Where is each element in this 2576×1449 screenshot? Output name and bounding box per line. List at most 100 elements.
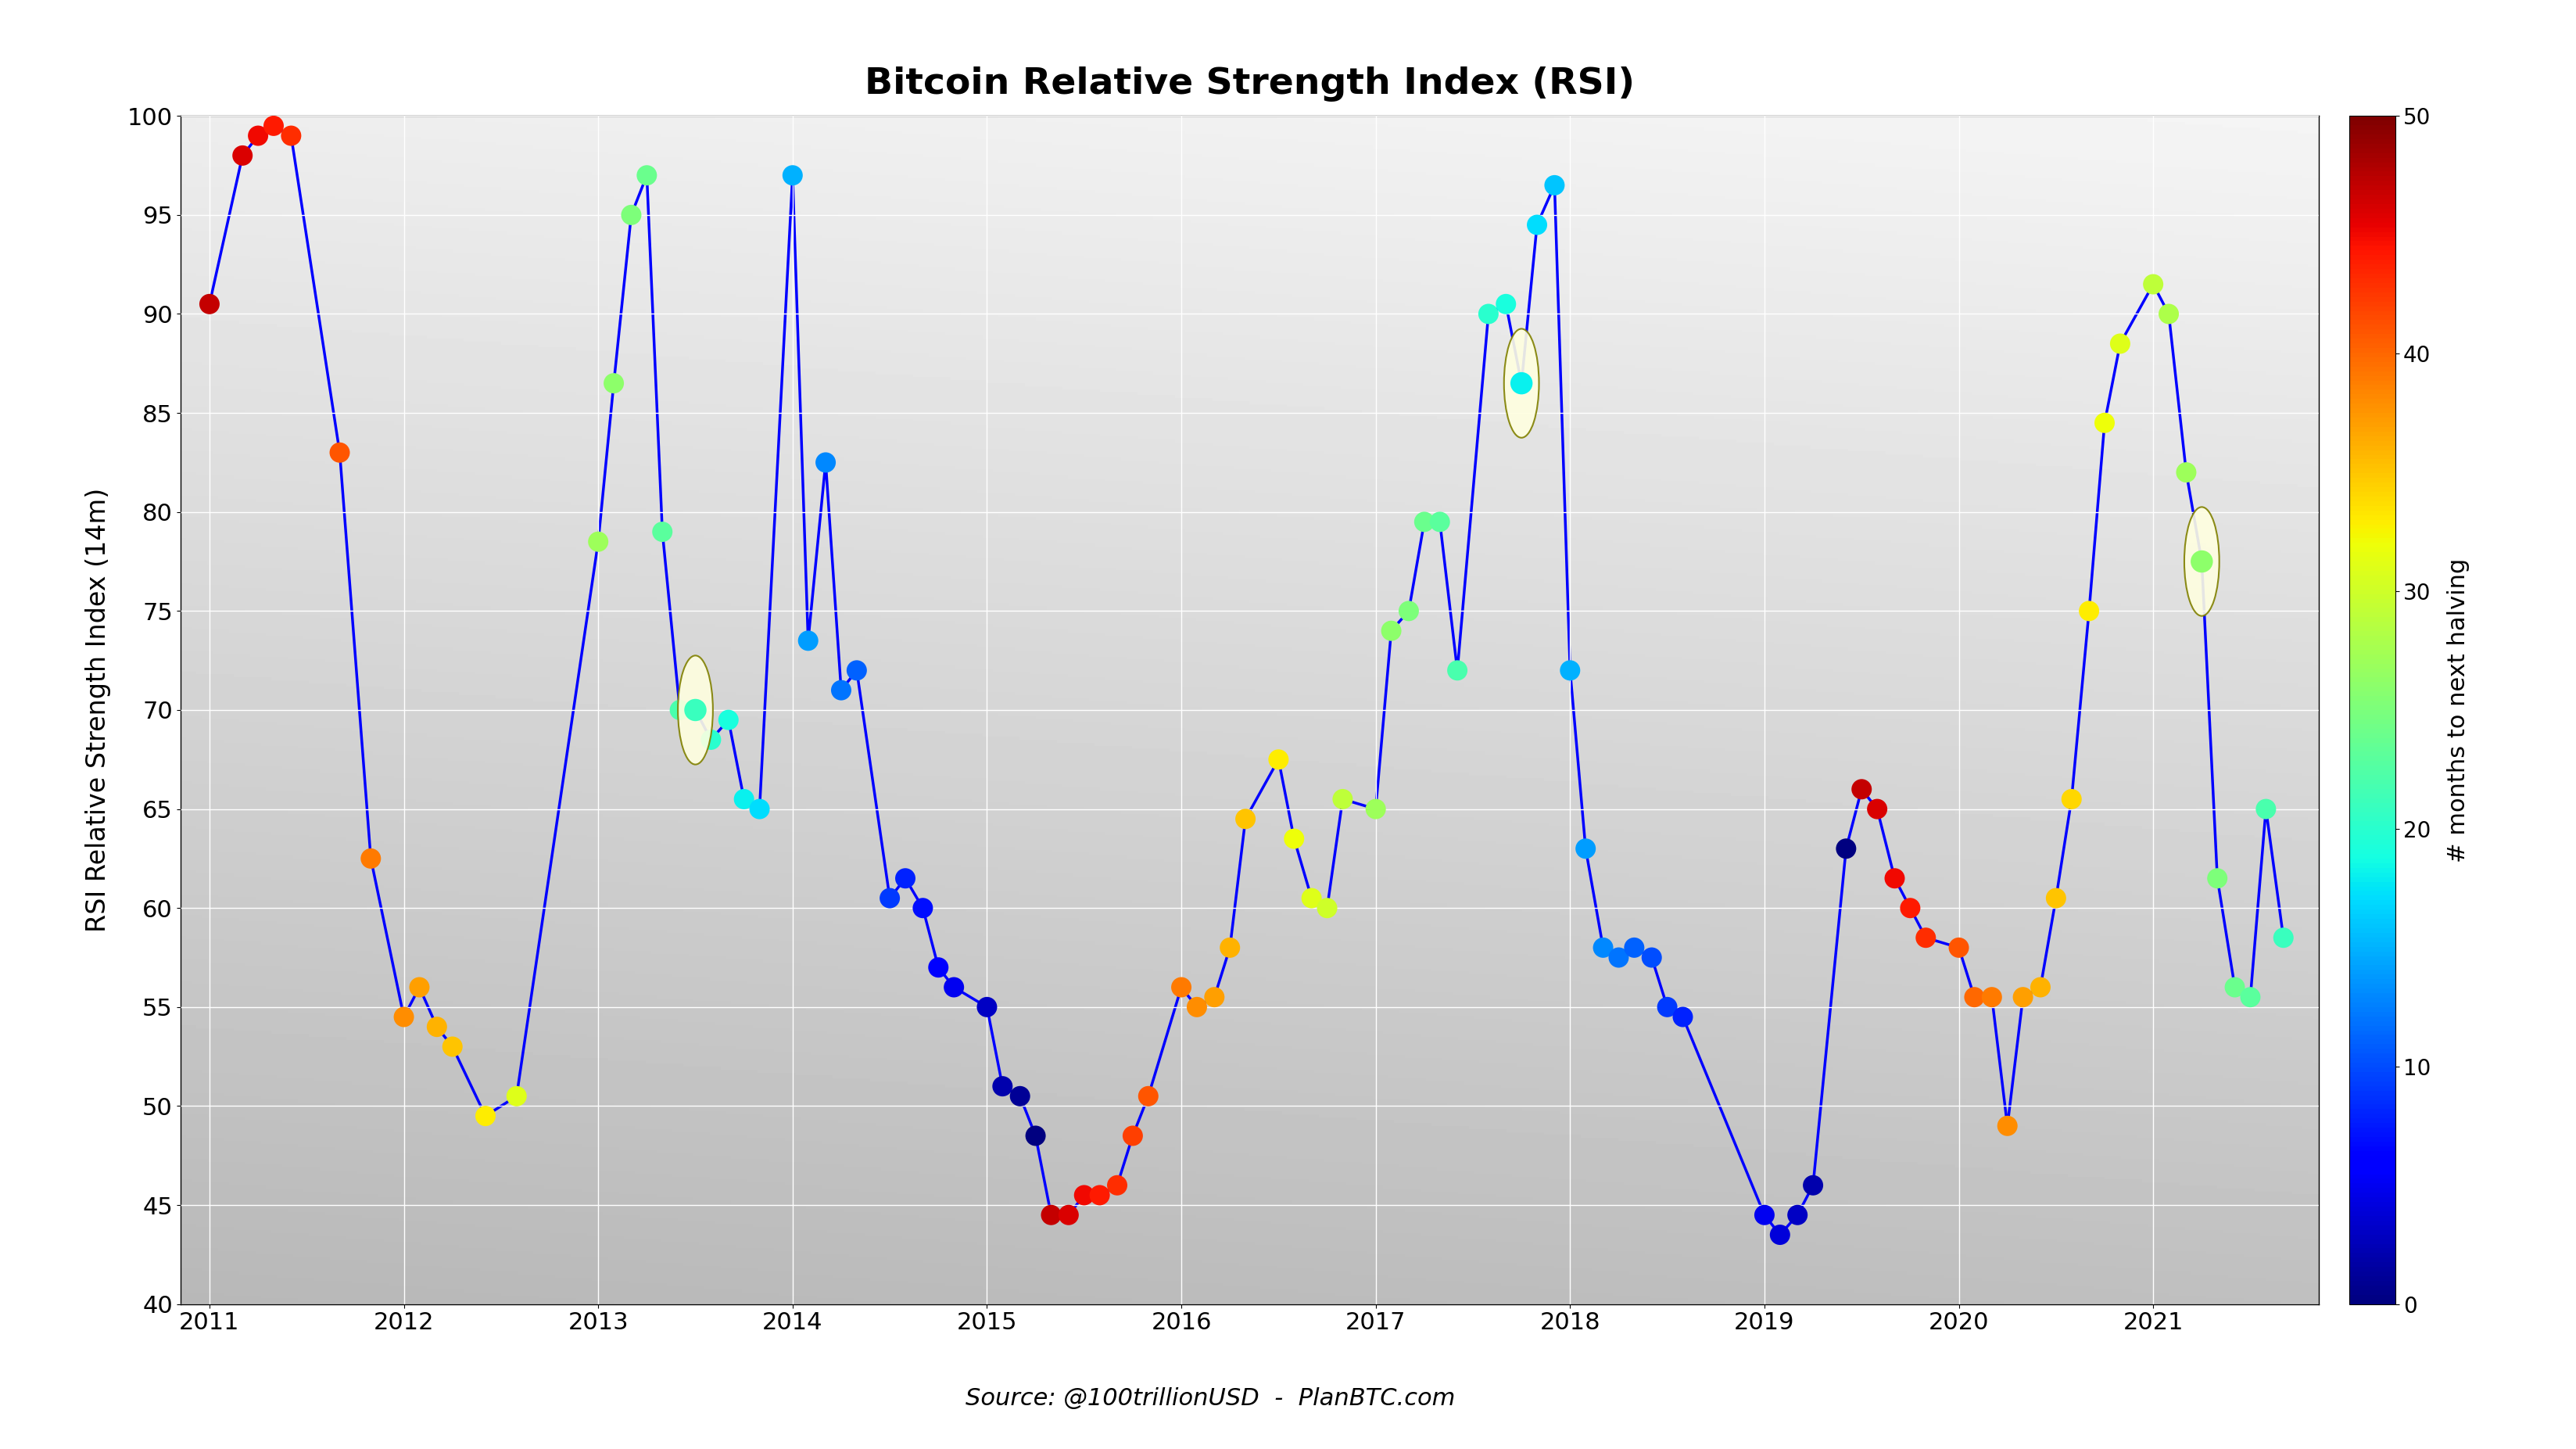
Point [1597,946,1638,969]
Y-axis label: RSI Relative Strength Index (14m): RSI Relative Strength Index (14m) [85,488,111,932]
Point [384,1006,425,1029]
Point [1486,293,1528,316]
Point [611,203,652,226]
Point [2035,887,2076,910]
Ellipse shape [2184,507,2221,616]
Ellipse shape [677,655,714,765]
Point [884,867,925,890]
Point [1370,619,1412,642]
Point [1953,985,1994,1009]
Point [1224,807,1265,830]
Point [1273,827,1314,851]
Point [2084,412,2125,435]
Point [1113,1124,1154,1148]
Point [2069,600,2110,623]
Point [2215,975,2257,998]
Point [2002,985,2043,1009]
Point [1662,1006,1703,1029]
Point [1646,995,1687,1019]
Point [933,975,974,998]
Point [1759,1223,1801,1246]
Point [222,143,263,167]
Point [2231,985,2272,1009]
Point [188,293,229,316]
Point [1193,985,1234,1009]
Point [788,629,829,652]
Point [1437,659,1479,682]
Point [1128,1085,1170,1108]
Point [868,887,909,910]
Point [1566,838,1607,861]
Point [2050,788,2092,811]
Point [1986,1114,2027,1137]
Point [2197,867,2239,890]
Point [1030,1203,1072,1226]
Point [1548,659,1589,682]
Point [2182,551,2223,574]
Point [739,797,781,820]
Point [917,956,958,980]
Point [1306,897,1347,920]
Point [1842,778,1883,801]
Point [837,659,878,682]
Point [1875,867,1917,890]
Point [1355,797,1396,820]
Point [1631,946,1672,969]
Point [708,709,750,732]
Point [399,975,440,998]
Text: Source: @100trillionUSD  -  PlanBTC.com: Source: @100trillionUSD - PlanBTC.com [966,1388,1455,1410]
Point [806,451,848,474]
Point [417,1016,459,1039]
Point [1079,1184,1121,1207]
Point [1582,936,1623,959]
Point [1937,936,1978,959]
Point [1162,975,1203,998]
Point [1613,936,1654,959]
Point [1097,1174,1139,1197]
Point [1857,797,1899,820]
Point [252,114,294,138]
Y-axis label: # months to next halving: # months to next halving [2447,558,2470,862]
Point [350,846,392,869]
Point [1064,1184,1105,1207]
Point [270,125,312,148]
Point [1419,510,1461,533]
Point [2166,461,2208,484]
Point [1048,1203,1090,1226]
Point [2133,272,2174,296]
Point [1015,1124,1056,1148]
Point [1971,985,2012,1009]
Point [2148,303,2190,326]
Point [2246,797,2287,820]
Point [433,1035,474,1058]
Point [773,164,814,187]
Point [1177,995,1218,1019]
Point [1517,213,1558,236]
Point [592,372,634,396]
Point [1388,600,1430,623]
Title: Bitcoin Relative Strength Index (RSI): Bitcoin Relative Strength Index (RSI) [866,67,1633,101]
Point [2020,975,2061,998]
Point [626,164,667,187]
Point [319,440,361,464]
Point [822,678,863,701]
Point [2262,926,2303,949]
Point [237,125,278,148]
Point [1404,510,1445,533]
Point [464,1104,505,1127]
Ellipse shape [1504,329,1538,438]
Point [1777,1203,1819,1226]
Point [1744,1203,1785,1226]
Point [1321,788,1363,811]
Point [902,897,943,920]
Point [981,1075,1023,1098]
Point [1291,887,1332,910]
Point [1891,897,1932,920]
Point [724,788,765,811]
Point [999,1085,1041,1108]
Point [1793,1174,1834,1197]
Point [675,698,716,722]
Point [659,698,701,722]
Point [497,1085,538,1108]
Point [1208,936,1249,959]
